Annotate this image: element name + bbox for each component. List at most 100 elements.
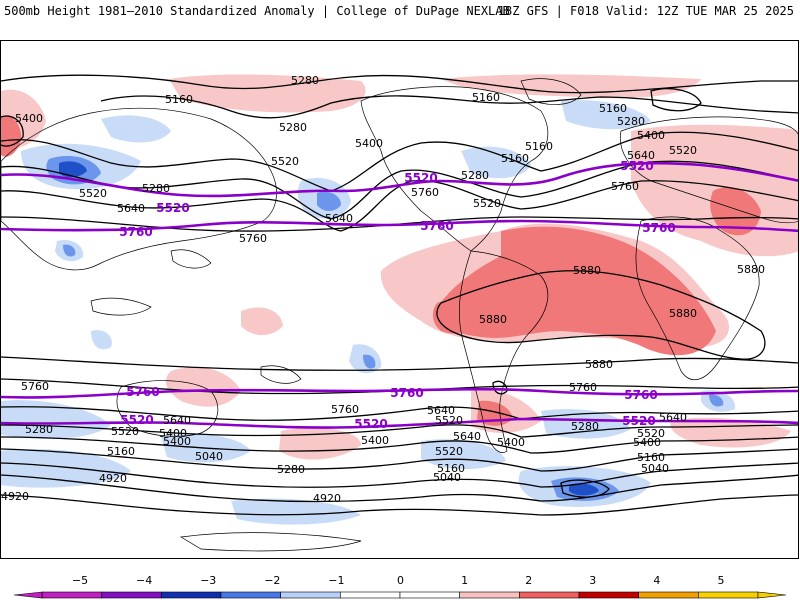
contour-label: 5880	[737, 263, 765, 276]
contour-5640-south	[1, 406, 798, 421]
anomaly-shading	[1, 74, 798, 525]
colorbar-tick-label: −5	[72, 574, 88, 587]
colorbar-tick-label: 2	[525, 574, 532, 587]
coastline-europe-asia	[1, 107, 277, 271]
contour-label: 5400	[637, 129, 665, 142]
contour-label: 5280	[142, 182, 170, 195]
contour-label: 5280	[617, 115, 645, 128]
contour-5760-north	[1, 216, 798, 232]
contour-5880-tropic	[436, 270, 766, 360]
contour-5760-highlight-south	[1, 387, 798, 399]
negative-anomaly-area	[91, 330, 112, 350]
contour-label: 5880	[585, 358, 613, 371]
contour-label: 5400	[361, 434, 389, 447]
contour-label: 5640	[163, 414, 191, 427]
contour-label: 5880	[669, 307, 697, 320]
colorbar-tick-label: −3	[200, 574, 216, 587]
colorbar-ticks: −5 −4 −3 −2 −1 0 1 2 3 4 5	[72, 574, 725, 587]
contour-label: 5760	[569, 381, 597, 394]
colorbar-segment	[340, 591, 401, 599]
contour-label: 5400	[159, 427, 187, 440]
colorbar-tick-label: 5	[718, 574, 725, 587]
highlight-contour-label: 5760	[624, 388, 657, 402]
model-run-info: 18Z GFS | F018 Valid: 12Z TUE MAR 25 202…	[497, 4, 794, 18]
negative-anomaly-area	[101, 115, 171, 143]
colorbar-segment	[220, 591, 281, 599]
contour-4920-south	[1, 494, 798, 516]
contour-5760-highlight-north	[1, 219, 798, 233]
colorbar: −5 −4 −3 −2 −1 0 1 2 3 4 5	[13, 574, 787, 599]
coastline-new-guinea	[260, 365, 302, 384]
coastline-antarctica	[179, 532, 362, 552]
contour-5280-south	[1, 448, 798, 472]
contour-label: 5040	[433, 471, 461, 484]
colorbar-tick-label: −2	[264, 574, 280, 587]
highlight-contour-label: 5760	[119, 225, 152, 239]
colorbar-segment	[41, 591, 102, 599]
colorbar-segment	[459, 591, 520, 599]
coastline-australia	[116, 380, 219, 437]
highlight-contour-label: 5760	[642, 221, 675, 235]
contour-5160-north	[100, 95, 798, 119]
colorbar-segment	[519, 591, 580, 599]
colorbar-segment	[280, 591, 341, 599]
contour-5280-north	[1, 74, 798, 94]
contour-label: 5160	[599, 102, 627, 115]
contour-label: 4920	[99, 472, 127, 485]
highlight-label-group: 5520 5760 5520 5760 5520 5760 5760 5760 …	[119, 159, 675, 431]
negative-anomaly-area	[561, 100, 651, 130]
contour-label: 5520	[669, 144, 697, 157]
negative-anomaly-area	[569, 483, 599, 496]
colorbar-segment	[638, 591, 699, 599]
colorbar-tick-label: 3	[589, 574, 596, 587]
contour-label: 5040	[195, 450, 223, 463]
colorbar-left-arrow	[13, 591, 43, 599]
positive-anomaly-area	[432, 299, 479, 334]
negative-anomaly-area	[541, 409, 631, 439]
contour-5520-south	[1, 424, 798, 438]
contour-label: 5280	[461, 169, 489, 182]
coastline-africa	[635, 216, 760, 381]
coastline-islands-pacific	[170, 249, 212, 269]
positive-anomaly-area	[169, 74, 366, 113]
colorbar-right-arrow	[757, 591, 787, 599]
contour-label: 5160	[107, 445, 135, 458]
contour-low-center	[560, 479, 610, 498]
contour-label: 5400	[633, 436, 661, 449]
contour-5880-south	[1, 356, 798, 371]
contour-label: 5520	[79, 187, 107, 200]
negative-anomaly-area	[317, 191, 341, 211]
positive-anomaly-area	[241, 307, 283, 336]
contour-label: 5280	[25, 423, 53, 436]
highlight-contour-label: 5760	[420, 219, 453, 233]
colorbar-tick-label: 4	[653, 574, 660, 587]
coastline-south-america	[458, 250, 549, 453]
contour-5160-south	[1, 462, 798, 488]
colorbar-segment	[578, 591, 639, 599]
contour-label: 5880	[479, 313, 507, 326]
negative-anomaly-area	[709, 394, 724, 407]
highlight-contour-label: 5760	[126, 385, 159, 399]
contour-5520-highlight-north	[1, 161, 798, 198]
negative-anomaly-area	[59, 161, 87, 178]
contour-label: 5640	[453, 430, 481, 443]
colorbar-segment	[161, 591, 222, 599]
contour-label: 5640	[627, 149, 655, 162]
contour-label: 5640	[117, 202, 145, 215]
contour-label: 5040	[641, 462, 669, 475]
highlight-contour-label: 5520	[156, 201, 189, 215]
coastline-indonesia	[90, 297, 152, 316]
highlight-contour-label: 5520	[120, 413, 153, 427]
negative-anomaly-area	[63, 244, 76, 257]
contour-label: 5280	[291, 74, 319, 87]
contour-5040-south	[1, 474, 798, 503]
colorbar-tick-label: −1	[328, 574, 344, 587]
contour-label: 5640	[659, 411, 687, 424]
contour-label: 5400	[15, 112, 43, 125]
contour-label: 5400	[497, 436, 525, 449]
contour-label: 5160	[165, 93, 193, 106]
contour-label: 5520	[473, 197, 501, 210]
negative-anomaly-area	[1, 400, 111, 439]
contour-label: 5760	[411, 186, 439, 199]
highlight-contour-label: 5520	[622, 414, 655, 428]
